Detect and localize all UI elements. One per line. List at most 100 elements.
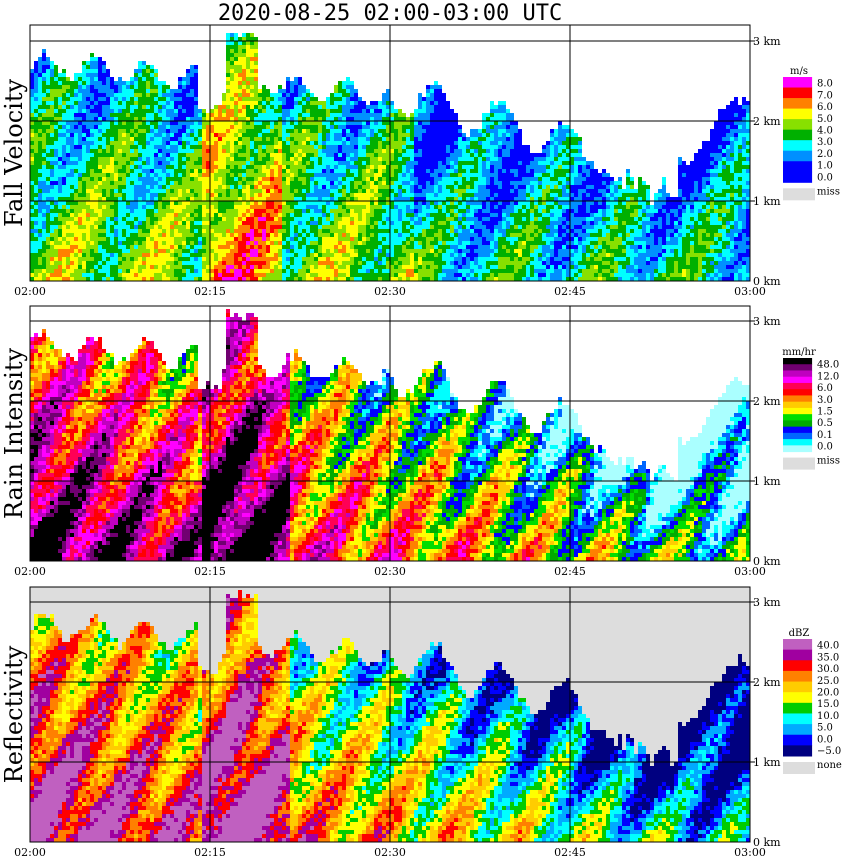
panel-0-cell [230,161,234,165]
panel-0-cell [258,233,262,237]
panel-0-cell [222,113,226,117]
panel-0-cell [162,169,166,173]
panel-0-cell [174,129,178,133]
panel-0-cell [246,133,250,137]
panel-0-cell [414,193,418,197]
panel-0-cell [314,161,318,165]
panel-0-cell [290,193,294,197]
panel-0-cell [154,165,158,169]
panel-0-cell [58,121,62,125]
panel-0-cell [314,165,318,169]
panel-0-cell [254,93,258,97]
panel-0-cell [310,265,314,269]
panel-0-cell [66,185,70,189]
panel-0-cell [162,93,166,97]
panel-0-cell [106,185,110,189]
panel-0-cell [94,113,98,117]
panel-0-cell [38,197,42,201]
panel-0-cell [34,233,38,237]
panel-0-cell [178,229,182,233]
panel-0-cell [74,105,78,109]
panel-0-cell [358,269,362,273]
panel-0-cell [222,273,226,277]
panel-0-cell [102,165,106,169]
panel-0-cell [70,261,74,265]
panel-0-cell [374,233,378,237]
panel-0-cell [230,237,234,241]
panel-0-cell [294,249,298,253]
panel-0-cell [186,105,190,109]
panel-0-cell [310,185,314,189]
panel-0-cell [202,229,206,233]
panel-0-cell [34,89,38,93]
panel-0-cell [278,89,282,93]
panel-0-cell [362,269,366,273]
panel-0-cell [262,185,266,189]
panel-0-cell [110,189,114,193]
panel-0-cell [118,229,122,233]
panel-0-cell [342,177,346,181]
panel-0-cell [166,265,170,269]
panel-0-cell [78,157,82,161]
panel-0-cell [338,125,342,129]
panel-0-cell [318,257,322,261]
panel-0-cell [146,169,150,173]
panel-0-cell [66,197,70,201]
panel-0-cell [146,277,150,281]
panel-0-cell [346,85,350,89]
panel-0-cell [74,189,78,193]
panel-0-cell [370,197,374,201]
panel-0-cell [118,129,122,133]
panel-0-cell [418,125,422,129]
panel-0-cell [350,197,354,201]
panel-0-cell [154,269,158,273]
panel-0-cell [278,105,282,109]
panel-0-cell [142,97,146,101]
panel-0-cell [158,129,162,133]
panel-0-cell [114,277,118,281]
panel-0-cell [362,265,366,269]
panel-0-cell [274,105,278,109]
panel-0-cell [146,93,150,97]
panel-0-cell [82,101,86,105]
panel-0-cell [154,245,158,249]
panel-0-cell [34,205,38,209]
panel-0-cell [166,221,170,225]
panel-0-cell [290,265,294,269]
panel-0-cell [58,189,62,193]
panel-0-cell [406,165,410,169]
panel-0-cell [282,177,286,181]
panel-0-cell [46,225,50,229]
panel-0-cell [150,173,154,177]
panel-0-cell [326,201,330,205]
panel-0-cell [238,37,242,41]
panel-0-cell [250,253,254,257]
panel-0-cell [414,149,418,153]
panel-0-cell [238,197,242,201]
panel-0-cell [350,205,354,209]
panel-0-cell [238,225,242,229]
panel-0-cell [418,121,422,125]
panel-0-cell [282,233,286,237]
panel-0-cell [190,89,194,93]
panel-0-cell [286,269,290,273]
panel-0-cell [194,97,198,101]
panel-0-cell [382,105,386,109]
panel-0-cell [334,153,338,157]
panel-0-cell [326,137,330,141]
panel-0-cell [366,201,370,205]
panel-0-cell [158,245,162,249]
panel-0-cell [138,133,142,137]
panel-0-cell [102,89,106,93]
panel-0-cell [246,241,250,245]
panel-0-cell [78,249,82,253]
panel-0-cell [334,101,338,105]
panel-0-cell [146,245,150,249]
panel-0-cell [406,221,410,225]
panel-0-cell [114,97,118,101]
panel-0-cell [306,149,310,153]
panel-0-cell [162,121,166,125]
panel-0-cell [170,253,174,257]
panel-0-cell [414,157,418,161]
panel-0-cell [174,181,178,185]
